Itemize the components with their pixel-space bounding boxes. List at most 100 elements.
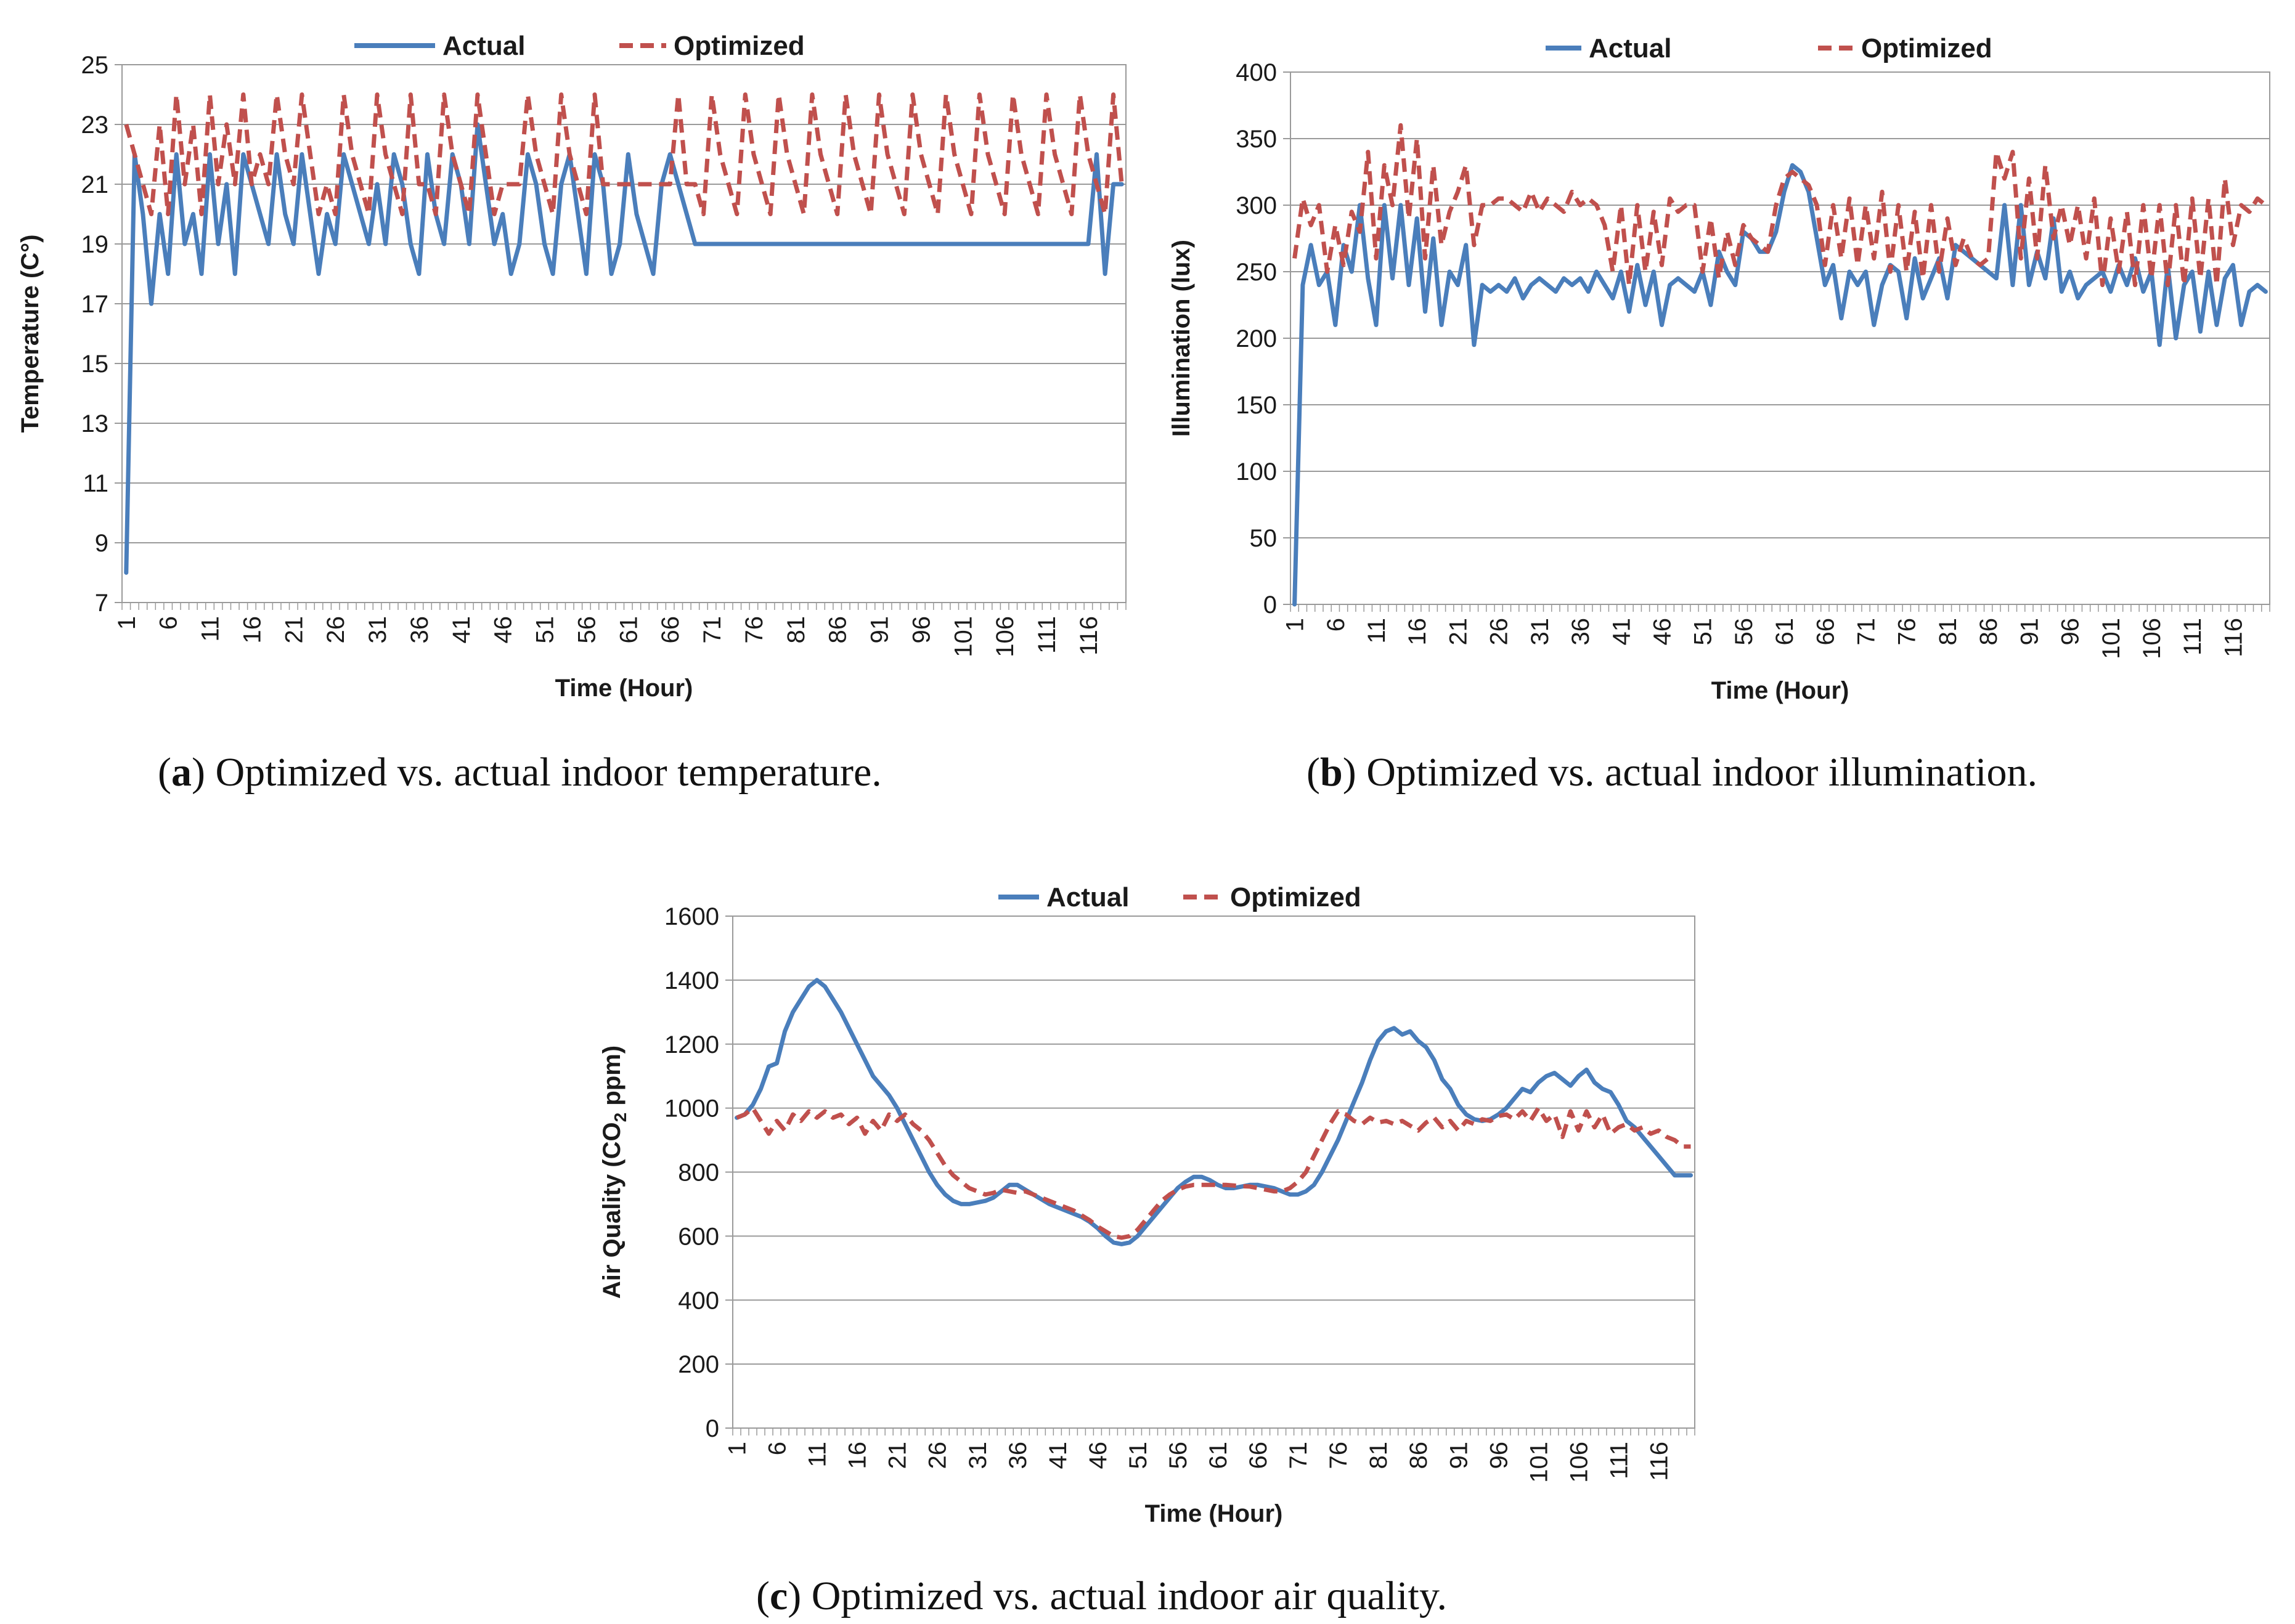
x-tick-label: 71 — [1853, 618, 1880, 646]
y-tick-label: 800 — [678, 1159, 719, 1187]
x-tick-label: 41 — [1608, 618, 1635, 646]
x-tick-label: 116 — [1645, 1442, 1673, 1481]
series-optimized-line — [736, 1106, 1691, 1240]
x-tick-label: 61 — [1771, 618, 1798, 646]
y-tick-label: 600 — [678, 1223, 719, 1250]
legend-actual-label: Actual — [1589, 33, 1671, 63]
x-tick-label: 81 — [1365, 1442, 1392, 1469]
x-tick-label: 21 — [1445, 618, 1472, 646]
x-tick-label: 21 — [884, 1442, 911, 1469]
x-tick-label: 86 — [825, 616, 852, 644]
series-actual-line — [124, 122, 1124, 575]
x-tick-label: 1 — [724, 1442, 751, 1455]
legend-actual-label: Actual — [1046, 882, 1129, 912]
x-tick-label: 86 — [1975, 618, 2002, 646]
x-tick-label: 106 — [1565, 1442, 1592, 1483]
x-tick-label: 66 — [1812, 618, 1839, 646]
y-tick-label: 400 — [1236, 59, 1277, 86]
x-tick-label: 1 — [113, 616, 141, 630]
y-tick-label: 25 — [81, 52, 109, 79]
y-tick-label: 0 — [1263, 591, 1277, 619]
x-tick-label: 71 — [699, 616, 726, 644]
y-tick-label: 1200 — [664, 1031, 719, 1058]
y-axis-title: Air Quality (CO2 ppm) — [598, 1045, 630, 1299]
x-tick-label: 111 — [1605, 1442, 1633, 1479]
x-tick-label: 81 — [1934, 618, 1962, 646]
y-tick-label: 1000 — [664, 1095, 719, 1123]
series-actual-line — [735, 978, 1693, 1246]
series-optimized-line — [1292, 123, 2267, 288]
y-tick-label: 250 — [1236, 259, 1277, 286]
x-tick-label: 51 — [1125, 1442, 1152, 1469]
x-tick-label: 51 — [532, 616, 559, 644]
x-tick-label: 96 — [2057, 618, 2084, 646]
legend-actual-label: Actual — [442, 31, 525, 61]
y-tick-label: 150 — [1236, 392, 1277, 419]
x-tick-label: 6 — [1323, 618, 1350, 631]
x-tick-label: 86 — [1405, 1442, 1432, 1469]
y-tick-label: 300 — [1236, 192, 1277, 219]
y-tick-label: 9 — [95, 530, 108, 557]
x-tick-label: 61 — [1205, 1442, 1232, 1469]
y-axis-title: Illumination (lux) — [1168, 240, 1195, 437]
x-tick-label: 61 — [615, 616, 642, 644]
x-tick-label: 6 — [764, 1442, 791, 1455]
x-tick-label: 56 — [573, 616, 600, 644]
x-tick-label: 96 — [1485, 1442, 1512, 1469]
x-tick-label: 76 — [1325, 1442, 1352, 1469]
x-tick-label: 111 — [1033, 616, 1061, 654]
x-tick-label: 71 — [1285, 1442, 1312, 1469]
y-tick-label: 1400 — [664, 967, 719, 994]
x-tick-label: 111 — [2179, 618, 2206, 656]
x-tick-label: 16 — [238, 616, 266, 644]
x-tick-label: 91 — [1445, 1442, 1472, 1469]
y-tick-label: 7 — [95, 590, 108, 617]
series-optimized-line — [124, 92, 1124, 216]
x-tick-label: 76 — [1894, 618, 1921, 646]
x-tick-label: 1 — [1282, 618, 1309, 631]
caption-b: (b) Optimized vs. actual indoor illumina… — [1306, 750, 2037, 795]
y-tick-label: 0 — [706, 1415, 719, 1442]
y-tick-label: 13 — [81, 410, 109, 437]
y-tick-label: 19 — [81, 231, 109, 258]
y-tick-label: 200 — [678, 1351, 719, 1378]
x-tick-label: 116 — [1075, 616, 1103, 656]
x-tick-label: 46 — [1085, 1442, 1112, 1469]
x-tick-label: 36 — [406, 616, 433, 644]
y-tick-label: 350 — [1236, 126, 1277, 153]
x-axis-title: Time (Hour) — [1711, 677, 1849, 704]
x-tick-label: 16 — [1404, 618, 1431, 646]
x-axis-title: Time (Hour) — [555, 675, 693, 702]
x-tick-label: 66 — [657, 616, 684, 644]
x-tick-label: 11 — [804, 1442, 831, 1468]
y-axis-title: Temperature (C°) — [17, 235, 44, 433]
x-tick-label: 36 — [1005, 1442, 1032, 1469]
x-tick-label: 56 — [1730, 618, 1758, 646]
x-tick-label: 16 — [844, 1442, 871, 1469]
x-tick-label: 31 — [1527, 618, 1554, 646]
x-tick-label: 91 — [2016, 618, 2043, 646]
x-tick-label: 6 — [155, 616, 182, 630]
x-tick-label: 116 — [2220, 618, 2247, 657]
x-tick-label: 81 — [783, 616, 810, 644]
y-tick-label: 200 — [1236, 325, 1277, 352]
y-tick-label: 100 — [1236, 458, 1277, 485]
y-tick-label: 17 — [81, 291, 109, 318]
x-tick-label: 76 — [741, 616, 768, 644]
x-tick-label: 21 — [280, 616, 308, 644]
x-tick-label: 51 — [1690, 618, 1717, 646]
x-axis-title: Time (Hour) — [1145, 1500, 1283, 1527]
x-tick-label: 11 — [197, 616, 224, 642]
x-tick-label: 101 — [950, 616, 977, 657]
x-tick-label: 31 — [364, 616, 391, 644]
x-tick-label: 41 — [448, 616, 475, 644]
y-tick-label: 50 — [1250, 525, 1278, 552]
x-tick-label: 46 — [1649, 618, 1676, 646]
x-tick-label: 11 — [1363, 618, 1390, 644]
series-actual-line — [1292, 163, 2268, 607]
x-tick-label: 26 — [322, 616, 349, 644]
y-tick-label: 21 — [81, 171, 109, 198]
caption-a: (a) Optimized vs. actual indoor temperat… — [158, 750, 882, 795]
